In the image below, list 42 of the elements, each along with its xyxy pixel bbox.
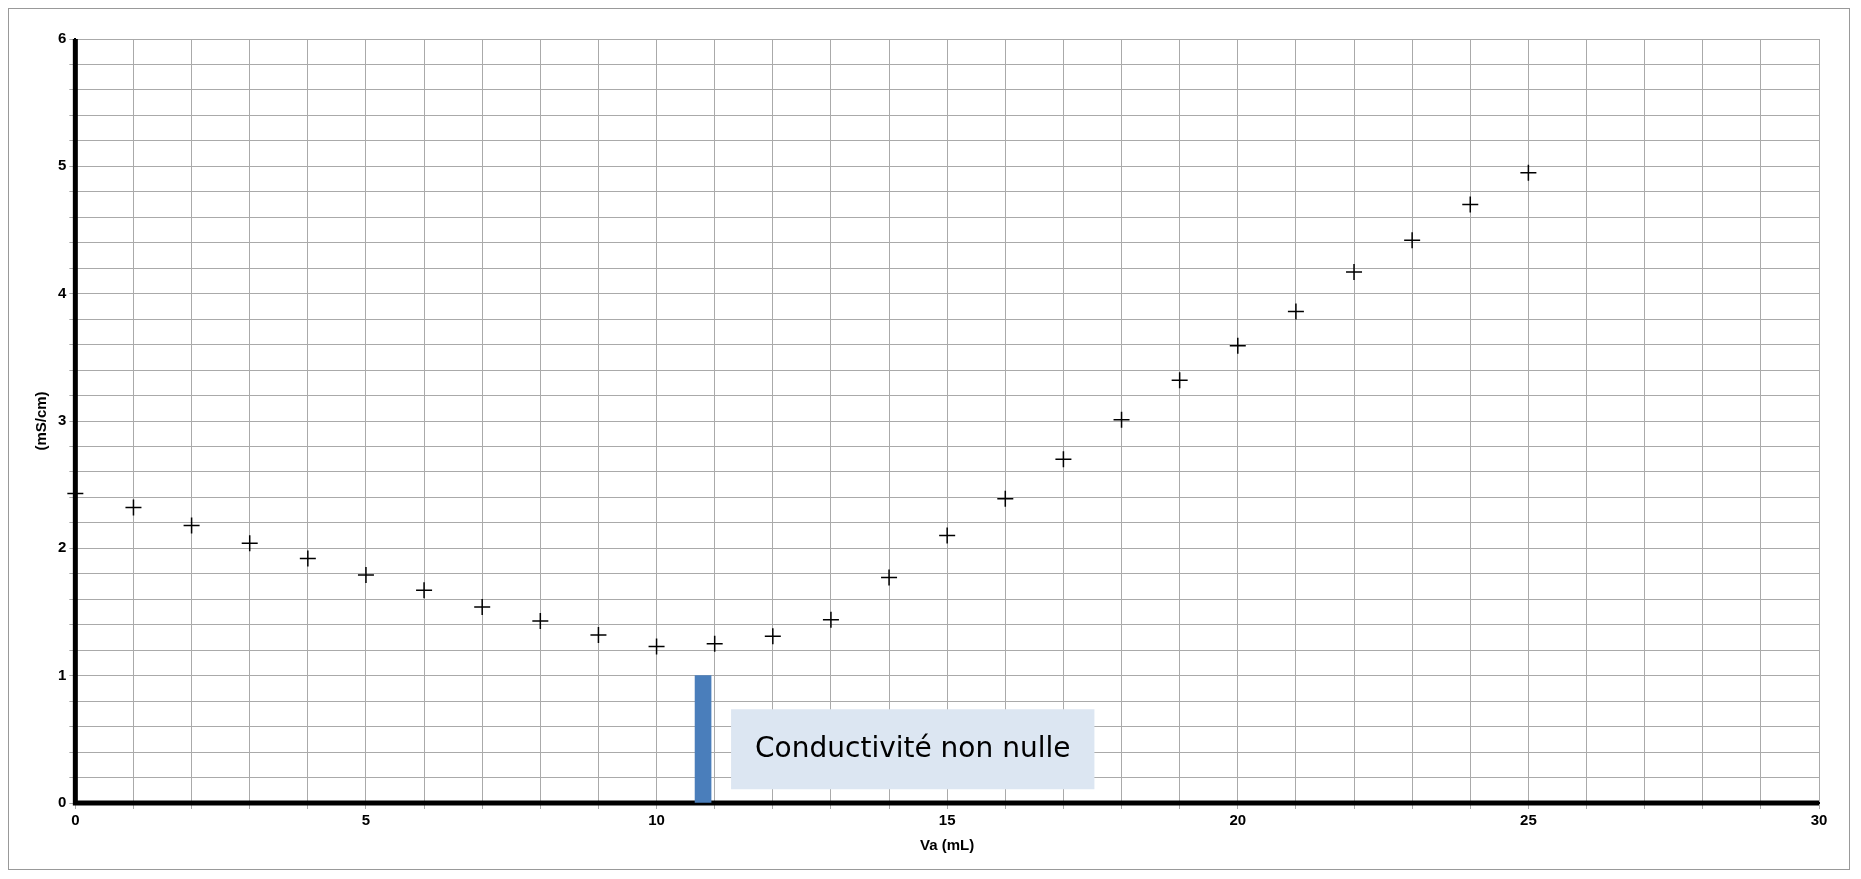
x-axis-title: Va (mL) <box>920 836 975 854</box>
point <box>1345 263 1363 281</box>
point <box>1287 302 1305 321</box>
point <box>1112 410 1131 429</box>
y-tick-label: 4 <box>58 283 67 301</box>
y-tick-label: 6 <box>58 29 67 47</box>
x-tick-label: 25 <box>1520 811 1537 829</box>
point <box>1403 231 1421 249</box>
y-tick-label: 2 <box>58 538 67 556</box>
point <box>240 534 259 552</box>
point <box>415 581 433 600</box>
point <box>822 610 840 629</box>
annotation: Conductivité non nulle <box>755 730 1071 764</box>
point <box>996 489 1015 508</box>
point <box>124 498 143 517</box>
point <box>182 516 201 535</box>
x-tick-label: 20 <box>1229 811 1247 829</box>
y-tick-label: 3 <box>58 411 67 429</box>
point <box>764 627 782 645</box>
x-tick-label: 5 <box>361 811 371 829</box>
y-tick-label: 0 <box>58 793 67 811</box>
point <box>1054 450 1073 468</box>
point <box>589 626 608 644</box>
point <box>1519 163 1538 182</box>
point <box>299 549 317 568</box>
point <box>705 635 724 653</box>
y-tick-label: 5 <box>58 156 67 174</box>
point <box>880 568 898 587</box>
point <box>647 637 666 656</box>
point <box>473 598 491 616</box>
x-tick-label: 15 <box>938 811 956 829</box>
point <box>1229 337 1247 355</box>
y-tick-label: 1 <box>58 665 67 683</box>
point <box>531 612 550 630</box>
point <box>357 566 375 584</box>
x-tick-label: 30 <box>1810 811 1828 829</box>
point <box>1461 195 1480 214</box>
y-axis-title: (mS/cm) <box>32 391 50 451</box>
point <box>1170 371 1189 389</box>
point <box>938 526 956 545</box>
x-tick-label: 10 <box>648 811 665 829</box>
x-tick-label: 0 <box>71 811 80 829</box>
